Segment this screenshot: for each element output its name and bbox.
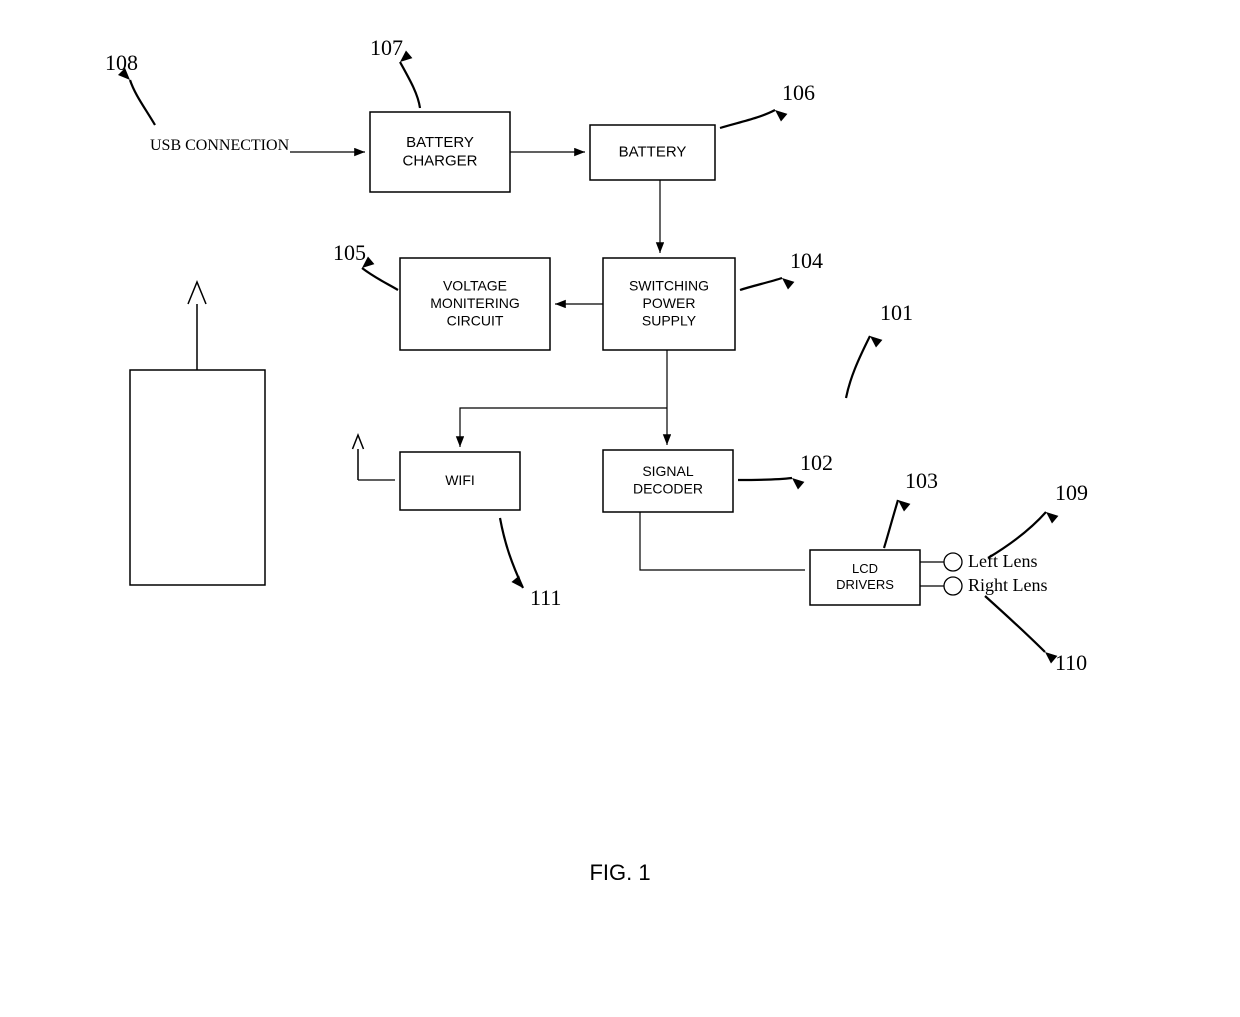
- ref-label-109: 109: [1055, 480, 1088, 505]
- block-usb: USB CONNECTION: [150, 137, 290, 154]
- label-battery_charger-0: BATTERY: [406, 134, 474, 151]
- ref-label-101: 101: [880, 300, 913, 325]
- label-switching-2: SUPPLY: [642, 312, 697, 328]
- label-wifi-0: WIFI: [445, 472, 475, 488]
- ref-107: 107: [370, 35, 420, 108]
- block-voltage: VOLTAGE MONITERINGCIRCUIT: [400, 258, 550, 350]
- ref-101: 101: [846, 300, 913, 398]
- block-tower: [130, 370, 265, 585]
- ref-102: 102: [738, 450, 833, 480]
- label-lcd_drivers-0: LCD: [852, 561, 878, 576]
- label-signal_decoder-1: DECODER: [633, 481, 703, 497]
- ref-label-108: 108: [105, 50, 138, 75]
- ref-104: 104: [740, 248, 823, 290]
- block-battery_charger: BATTERY CHARGER: [370, 112, 510, 192]
- figure-label: FIG. 1: [589, 860, 650, 885]
- label-battery-0: BATTERY: [619, 144, 687, 161]
- ref-label-104: 104: [790, 248, 823, 273]
- ref-label-103: 103: [905, 468, 938, 493]
- block-wifi: WIFI: [400, 452, 520, 510]
- label-usb: USB CONNECTION: [150, 137, 290, 154]
- block-lcd_drivers: LCDDRIVERS: [810, 550, 920, 605]
- arrow-switching-to-wifi: [460, 408, 667, 447]
- left-lens-label: Left Lens: [968, 551, 1037, 571]
- right-lens-label: Right Lens: [968, 575, 1048, 595]
- ref-label-110: 110: [1055, 650, 1087, 675]
- ref-109: 109: [988, 480, 1088, 558]
- left-lens-icon: [944, 553, 962, 571]
- block-switching: SWITCHING POWERSUPPLY: [603, 258, 735, 350]
- ref-106: 106: [720, 80, 815, 128]
- label-switching-1: POWER: [643, 295, 696, 311]
- label-signal_decoder-0: SIGNAL: [642, 463, 694, 479]
- label-voltage-2: CIRCUIT: [447, 312, 504, 328]
- ref-label-111: 111: [530, 585, 561, 610]
- ref-label-102: 102: [800, 450, 833, 475]
- ref-label-107: 107: [370, 35, 403, 60]
- label-voltage-0: VOLTAGE: [443, 277, 507, 293]
- ref-108: 108: [105, 50, 155, 125]
- block-battery: BATTERY: [590, 125, 715, 180]
- label-lcd_drivers-1: DRIVERS: [836, 577, 894, 592]
- ref-label-105: 105: [333, 240, 366, 265]
- ref-label-106: 106: [782, 80, 815, 105]
- ref-103: 103: [884, 468, 938, 548]
- label-voltage-1: MONITERING: [430, 295, 519, 311]
- ref-110: 110: [985, 596, 1087, 675]
- right-lens-icon: [944, 577, 962, 595]
- block-signal_decoder: SIGNAL DECODER: [603, 450, 733, 512]
- label-battery_charger-1: CHARGER: [402, 153, 477, 170]
- label-switching-0: SWITCHING: [629, 277, 709, 293]
- arrow-signal-to-lcd-v: [640, 512, 805, 570]
- ref-111: 111: [500, 518, 561, 610]
